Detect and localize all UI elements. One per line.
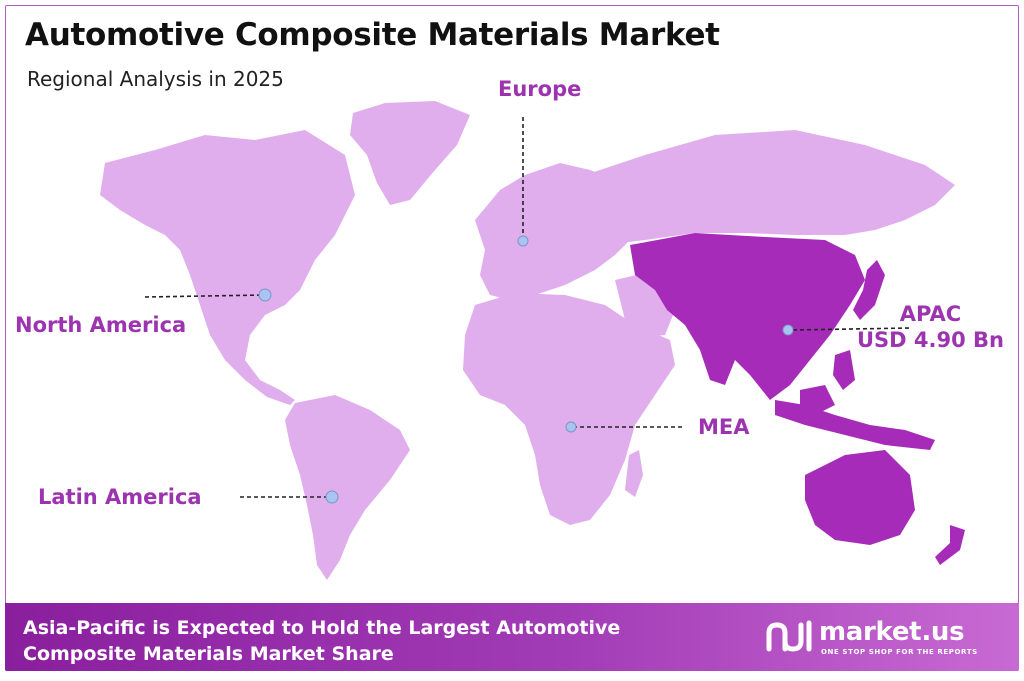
leader-lines bbox=[144, 117, 911, 498]
market-us-logo-icon bbox=[766, 620, 812, 652]
brand-name: market.us bbox=[819, 617, 965, 647]
greenland-shape bbox=[350, 101, 470, 205]
apac-marker bbox=[782, 324, 794, 336]
asia-mainland-shape bbox=[630, 233, 865, 400]
apac-region-name: APAC bbox=[899, 302, 962, 326]
page-subtitle: Regional Analysis in 2025 bbox=[27, 67, 284, 91]
indonesia-shape bbox=[775, 400, 935, 450]
borneo-shape bbox=[800, 385, 835, 415]
footer-text: Asia-Pacific is Expected to Hold the Lar… bbox=[23, 615, 743, 667]
mea-marker bbox=[565, 421, 577, 433]
africa-shape bbox=[463, 293, 675, 525]
brand-tagline: ONE STOP SHOP FOR THE REPORTS bbox=[821, 648, 978, 656]
apac-highlight bbox=[630, 233, 965, 565]
page-title: Automotive Composite Materials Market bbox=[25, 17, 720, 53]
apac-leader bbox=[792, 327, 911, 331]
new-zealand-shape bbox=[935, 525, 965, 565]
label-north-america: North America bbox=[15, 313, 187, 337]
europe-marker bbox=[517, 235, 529, 247]
europe-shape bbox=[475, 163, 635, 300]
north-asia-shape bbox=[585, 130, 955, 243]
north-america-shape bbox=[100, 130, 355, 405]
world-map bbox=[100, 101, 965, 580]
north-america-leader bbox=[144, 294, 266, 298]
latin-america-marker bbox=[325, 490, 339, 504]
footer-text-line1: Asia-Pacific is Expected to Hold the Lar… bbox=[23, 617, 621, 639]
label-mea: MEA bbox=[698, 415, 750, 439]
philippines-shape bbox=[833, 350, 855, 390]
label-europe: Europe bbox=[498, 77, 582, 101]
infographic: Automotive Composite Materials Market Re… bbox=[5, 5, 1019, 671]
north-america-marker bbox=[258, 288, 272, 302]
footer-banner: Asia-Pacific is Expected to Hold the Lar… bbox=[5, 603, 1019, 671]
australia-shape bbox=[805, 450, 915, 545]
land-masses bbox=[100, 101, 955, 580]
markers bbox=[258, 235, 794, 504]
label-apac: APAC USD 4.90 Bn bbox=[857, 301, 1004, 353]
korea-shape bbox=[845, 267, 855, 295]
latin-america-shape bbox=[285, 395, 410, 580]
japan-shape bbox=[853, 260, 885, 320]
apac-region-value: USD 4.90 Bn bbox=[857, 328, 1004, 352]
footer-text-line2: Composite Materials Market Share bbox=[23, 643, 394, 665]
label-latin-america: Latin America bbox=[38, 485, 202, 509]
madagascar-shape bbox=[625, 450, 643, 497]
brand: market.us ONE STOP SHOP FOR THE REPORTS bbox=[765, 617, 1005, 661]
